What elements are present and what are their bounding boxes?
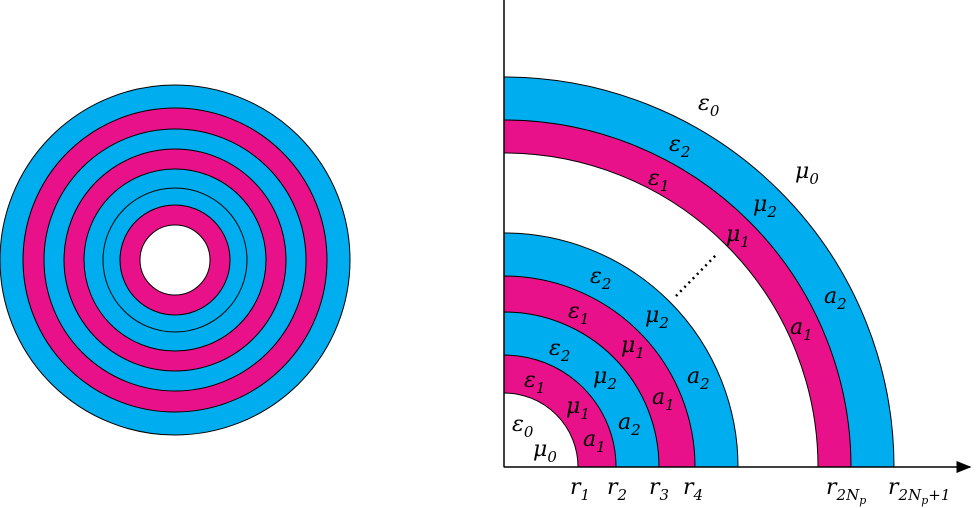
label-layer4-epsilon: ε2 [590, 264, 611, 293]
label-layer5-a: a1 [790, 315, 813, 344]
label-layer1-epsilon: ε1 [524, 368, 545, 397]
label-layer3-a: a1 [652, 385, 675, 414]
label-layer6-mu: μ2 [753, 192, 777, 221]
label-layer2-mu: μ2 [593, 364, 617, 393]
inner-hole [139, 224, 211, 296]
continuation-dots [675, 253, 718, 297]
label-outer-mu: μ0 [795, 159, 819, 188]
label-core-epsilon: ε0 [512, 412, 534, 441]
label-layer3-epsilon: ε1 [568, 299, 589, 328]
core-region [503, 392, 579, 468]
label-layer1-a: a1 [583, 427, 606, 456]
label-layer1-mu: μ1 [566, 394, 590, 423]
label-core-mu: μ0 [533, 437, 557, 466]
label-r1: r1 [570, 475, 590, 504]
label-layer2-epsilon: ε2 [549, 336, 570, 365]
label-r-2np: r2Np [826, 475, 866, 507]
right-quarter-cross-section [503, 0, 972, 473]
label-r-2np-plus-1: r2Np+1 [888, 475, 950, 507]
label-r2: r2 [607, 475, 627, 504]
label-layer6-epsilon: ε2 [669, 132, 690, 161]
label-layer6-a: a2 [824, 284, 847, 313]
label-r4: r4 [683, 475, 703, 504]
left-ring-cross-section [0, 84, 351, 436]
label-r3: r3 [649, 475, 669, 504]
label-layer5-epsilon: ε1 [648, 166, 669, 195]
label-layer3-mu: μ1 [621, 333, 645, 362]
label-layer2-a: a2 [618, 410, 641, 439]
label-outer-epsilon: ε0 [698, 91, 720, 120]
label-layer4-a: a2 [687, 364, 710, 393]
label-layer4-mu: μ2 [645, 303, 669, 332]
label-layer5-mu: μ1 [726, 222, 750, 251]
